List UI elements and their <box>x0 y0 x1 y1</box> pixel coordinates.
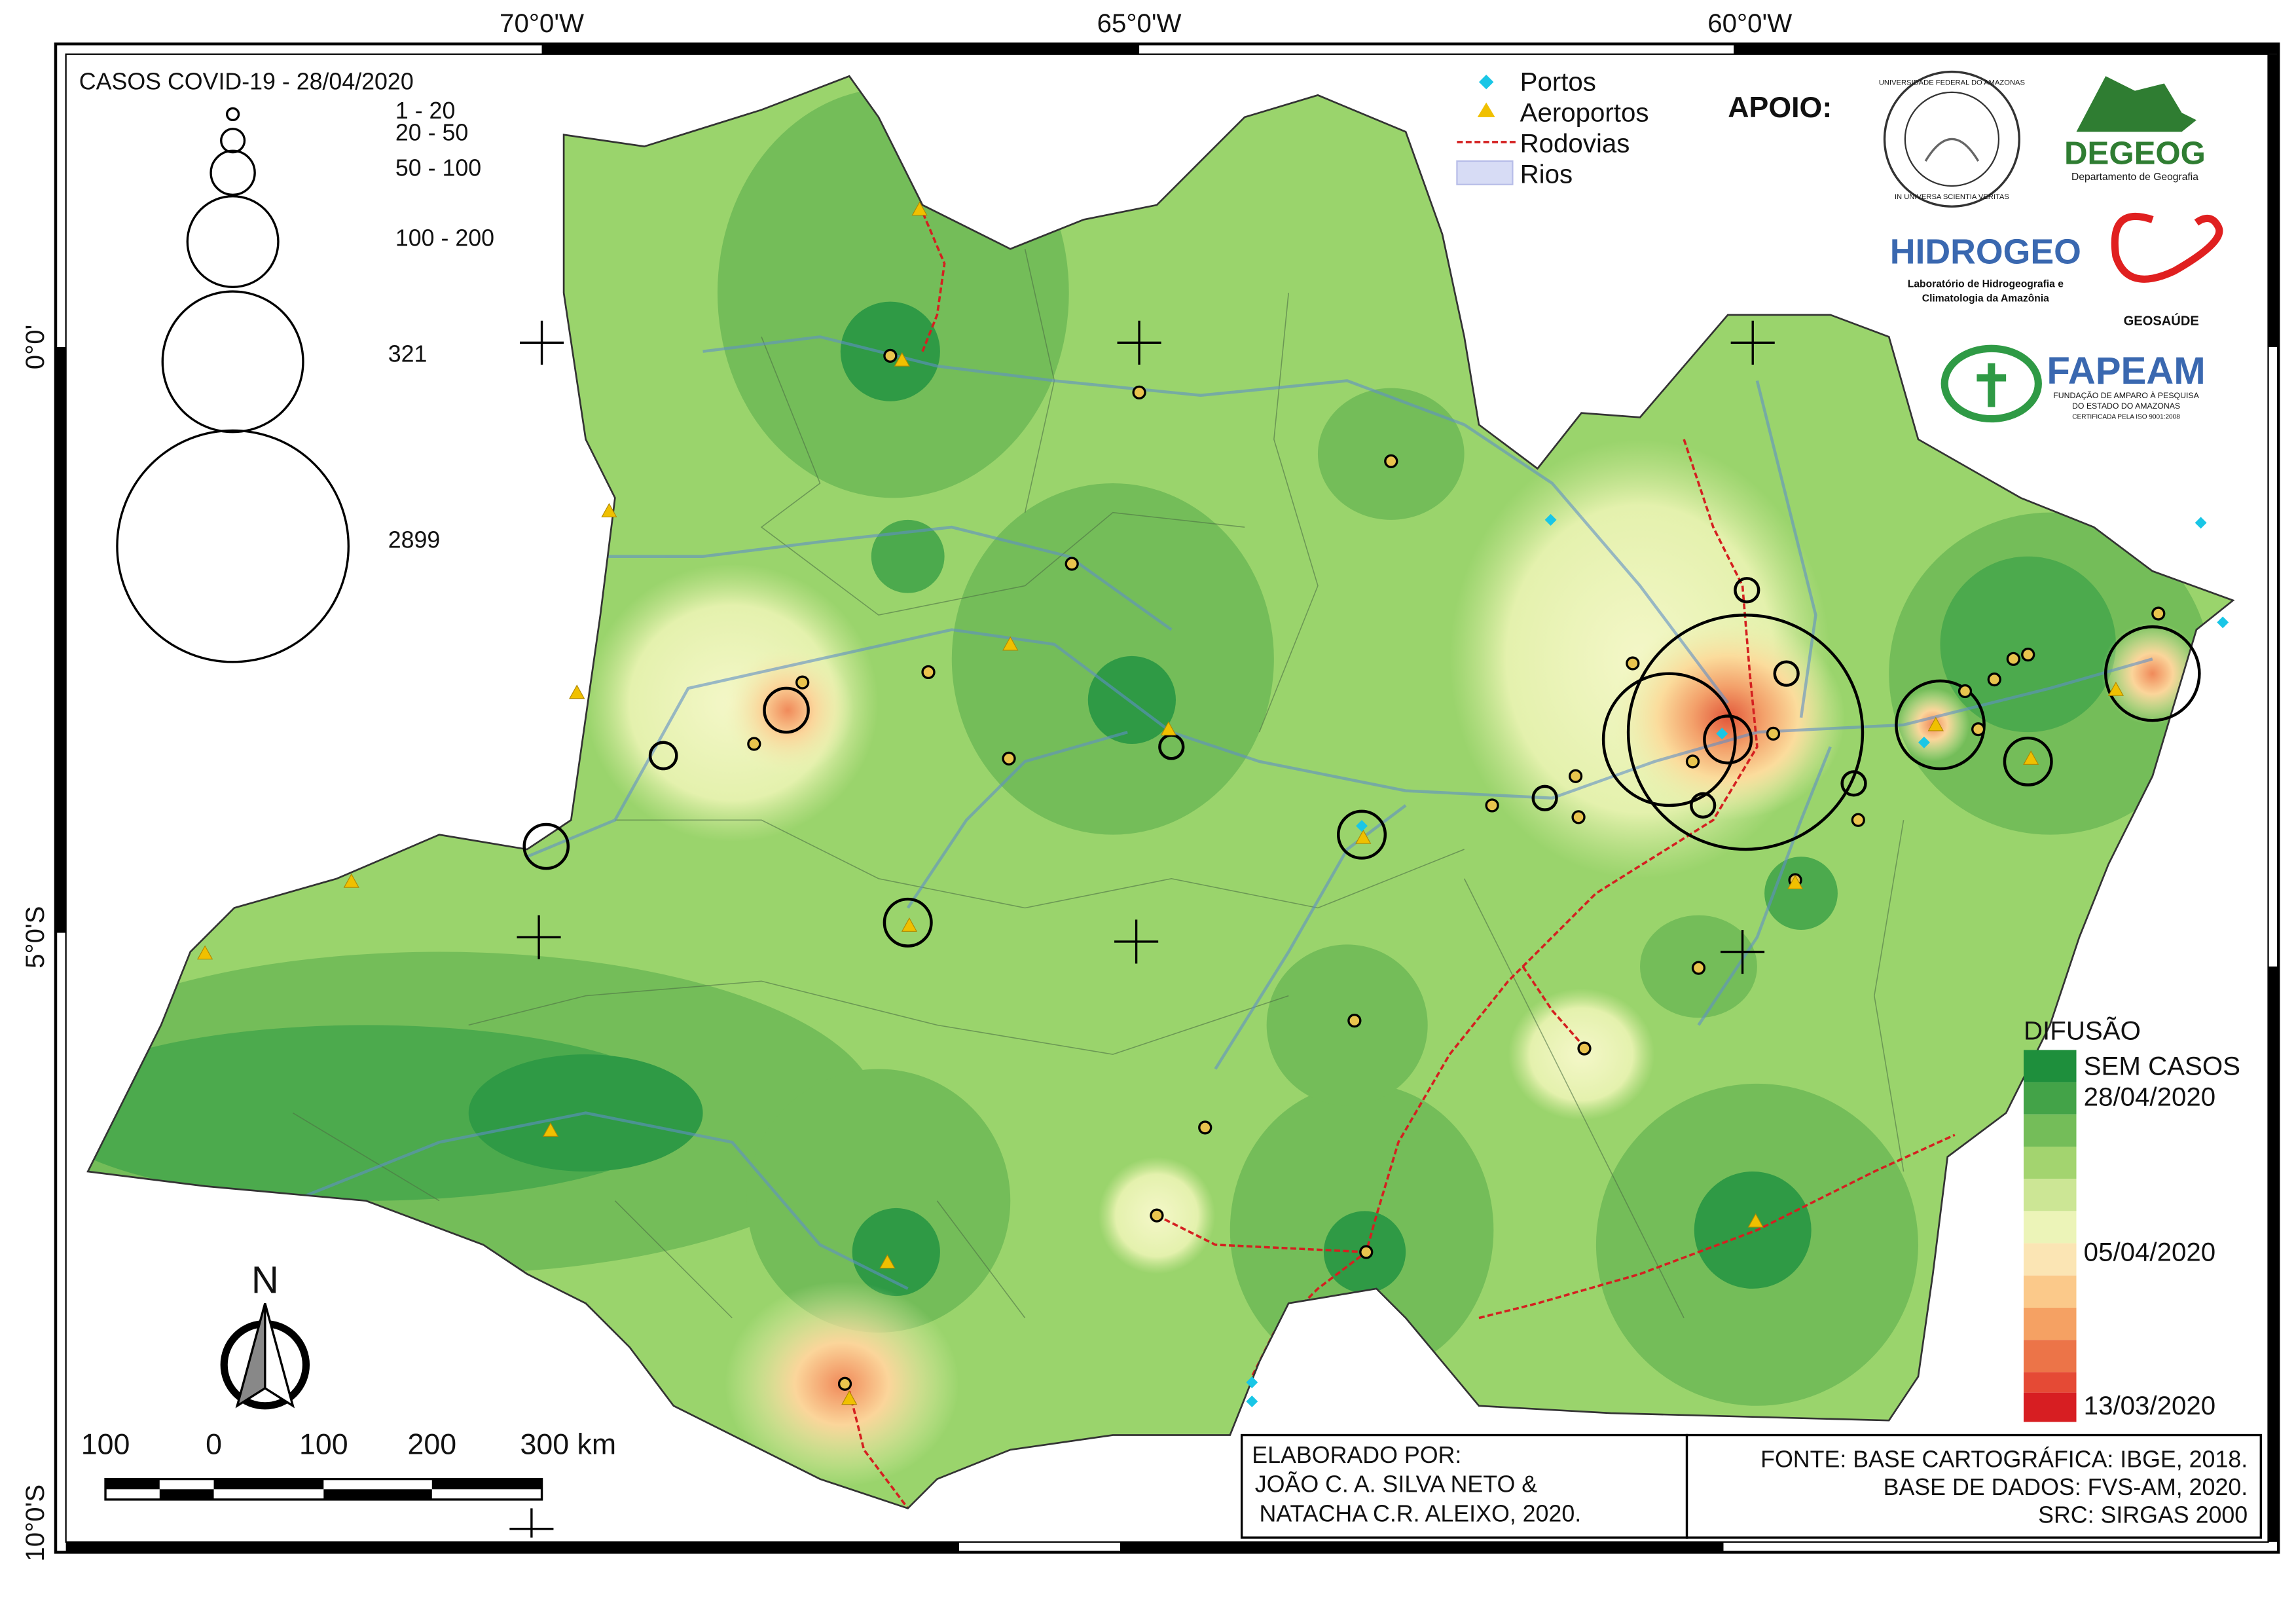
features-legend: Portos Aeroportos Rodovias Rios <box>1456 67 1649 189</box>
longitude-label: 65°0'W <box>1097 9 1182 38</box>
legend-class: 20 - 50 <box>395 120 468 146</box>
degeog-name: DEGEOG <box>2064 135 2206 171</box>
longitude-label: 60°0'W <box>1707 9 1792 38</box>
credits-title: ELABORADO POR: <box>1252 1442 1461 1468</box>
legend-class: 321 <box>388 341 428 367</box>
geosaude-logo <box>2111 212 2223 283</box>
frame <box>54 42 2280 1554</box>
sources-box: FONTE: BASE CARTOGRÁFICA: IBGE, 2018. BA… <box>1685 1433 2262 1539</box>
fapeam-subtitle: FUNDAÇÃO DE AMPARO À PESQUISA <box>2053 390 2199 400</box>
hidrogeo-subtitle: Climatologia da Amazônia <box>1922 293 2049 304</box>
cases-legend: CASOS COVID-19 - 28/04/2020 1 - 20 20 - … <box>79 68 494 663</box>
legend-item: Rios <box>1520 160 1573 189</box>
degeog-subtitle: Departamento de Geografia <box>2071 172 2198 183</box>
legend-class: 2899 <box>388 526 441 553</box>
support: APOIO: UNIVERSIDADE FEDERAL DO AMAZONAS … <box>1728 70 2223 423</box>
diffusion-label: 13/03/2020 <box>2084 1391 2215 1420</box>
source-line: FONTE: BASE CARTOGRÁFICA: IBGE, 2018. <box>1760 1447 2248 1473</box>
graticule-crosses <box>509 320 1775 1538</box>
credits-line: JOÃO C. A. SILVA NETO & <box>1255 1471 1537 1498</box>
source-line: SRC: SIRGAS 2000 <box>2038 1502 2248 1528</box>
legend-item: Aeroportos <box>1520 98 1649 128</box>
source-line: BASE DE DADOS: FVS-AM, 2020. <box>1884 1474 2248 1500</box>
airports <box>196 201 2124 1405</box>
latitude-label: 10°0'S <box>20 1485 50 1562</box>
credits-box: ELABORADO POR: JOÃO C. A. SILVA NETO & N… <box>1240 1433 1688 1539</box>
scale-label: 100 <box>299 1429 348 1461</box>
diffusion-label: 05/04/2020 <box>2084 1237 2215 1266</box>
scale-bar: 100 0 100 200 300 km <box>81 1429 616 1501</box>
legend-class: 100 - 200 <box>395 225 494 251</box>
ufam-ring-text: UNIVERSIDADE FEDERAL DO AMAZONAS <box>1879 79 2025 87</box>
fapeam-subtitle: DO ESTADO DO AMAZONAS <box>2072 401 2180 411</box>
case-circles <box>522 577 2201 948</box>
fapeam-logo <box>1941 344 2042 423</box>
diffusion-title: DIFUSÃO <box>2024 1016 2141 1046</box>
hidrogeo-subtitle: Laboratório de Hidrogeografia e <box>1908 278 2064 289</box>
latitude-label: 0°0' <box>20 325 50 370</box>
legend-class: 1 - 20 <box>395 98 455 124</box>
latitude-label: 5°0'S <box>20 906 50 968</box>
legend-title: CASOS COVID-19 - 28/04/2020 <box>79 68 414 94</box>
ufam-ring-text: IN UNIVERSA SCIENTIA VERITAS <box>1895 193 2009 201</box>
rivers <box>292 335 2153 1290</box>
fapeam-name: FAPEAM <box>2047 350 2205 392</box>
geosaude-name: GEOSAÚDE <box>2124 312 2199 328</box>
diffusion-legend: DIFUSÃO SEM CASOS 28/04/2020 05/04/2020 … <box>2024 1016 2240 1422</box>
longitude-label: 70°0'W <box>500 9 584 38</box>
scale-label: 200 <box>407 1429 456 1461</box>
scale-label: 300 km <box>520 1429 616 1461</box>
diffusion-label: SEM CASOS <box>2084 1051 2240 1080</box>
north-arrow: N <box>220 1259 310 1410</box>
small-case-circles <box>747 348 2166 1391</box>
legend-item: Portos <box>1520 67 1596 97</box>
north-label: N <box>251 1259 279 1302</box>
scale-label: 0 <box>206 1429 222 1461</box>
diffusion-label: 28/04/2020 <box>2084 1082 2215 1111</box>
support-title: APOIO: <box>1728 92 1832 124</box>
scale-label: 100 <box>81 1429 130 1461</box>
credits-line: NATACHA C.R. ALEIXO, 2020. <box>1259 1500 1581 1526</box>
fapeam-certification: CERTIFICADA PELA ISO 9001:2008 <box>2072 414 2180 421</box>
legend-class: 50 - 100 <box>395 155 481 181</box>
degeog-logo <box>2076 76 2196 132</box>
hidrogeo-name: HIDROGEO <box>1890 232 2081 272</box>
legend-item: Rodovias <box>1520 129 1630 158</box>
